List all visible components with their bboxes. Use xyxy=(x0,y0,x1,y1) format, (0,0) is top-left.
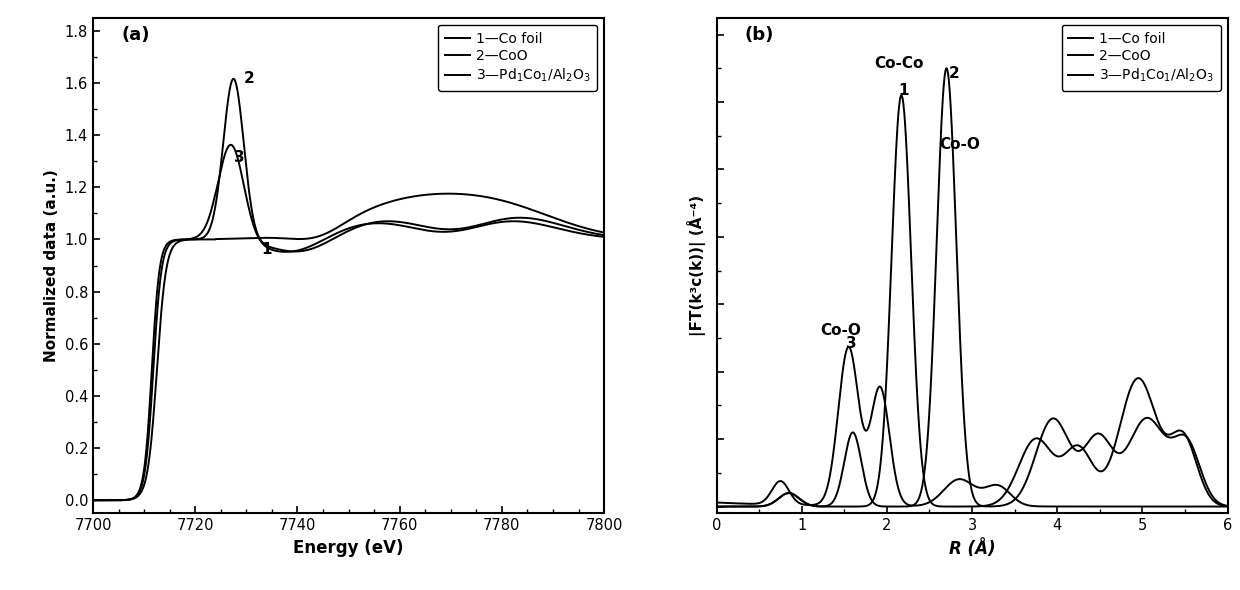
Text: 1: 1 xyxy=(262,242,272,257)
Y-axis label: Normalized data (a.u.): Normalized data (a.u.) xyxy=(45,169,60,362)
Legend: 1—Co foil, 2—CoO, 3—Pd$_1$Co$_1$/Al$_2$O$_3$: 1—Co foil, 2—CoO, 3—Pd$_1$Co$_1$/Al$_2$O… xyxy=(1061,25,1220,91)
X-axis label: R (Å): R (Å) xyxy=(949,539,996,558)
Text: (b): (b) xyxy=(745,26,774,44)
Text: 3: 3 xyxy=(233,150,244,165)
Text: 1: 1 xyxy=(898,83,909,99)
Legend: 1—Co foil, 2—CoO, 3—Pd$_1$Co$_1$/Al$_2$O$_3$: 1—Co foil, 2—CoO, 3—Pd$_1$Co$_1$/Al$_2$O… xyxy=(438,25,598,91)
Text: Co-O: Co-O xyxy=(940,137,981,152)
Text: 2: 2 xyxy=(244,71,254,86)
Text: 3: 3 xyxy=(846,336,857,351)
X-axis label: Energy (eV): Energy (eV) xyxy=(294,539,404,557)
Text: Co-Co: Co-Co xyxy=(874,56,924,71)
Text: Co-O: Co-O xyxy=(821,323,862,337)
Text: 2: 2 xyxy=(949,67,960,81)
Text: (a): (a) xyxy=(122,26,150,44)
Y-axis label: |FT(k³c(k))| (Å⁻⁴): |FT(k³c(k))| (Å⁻⁴) xyxy=(687,195,707,336)
